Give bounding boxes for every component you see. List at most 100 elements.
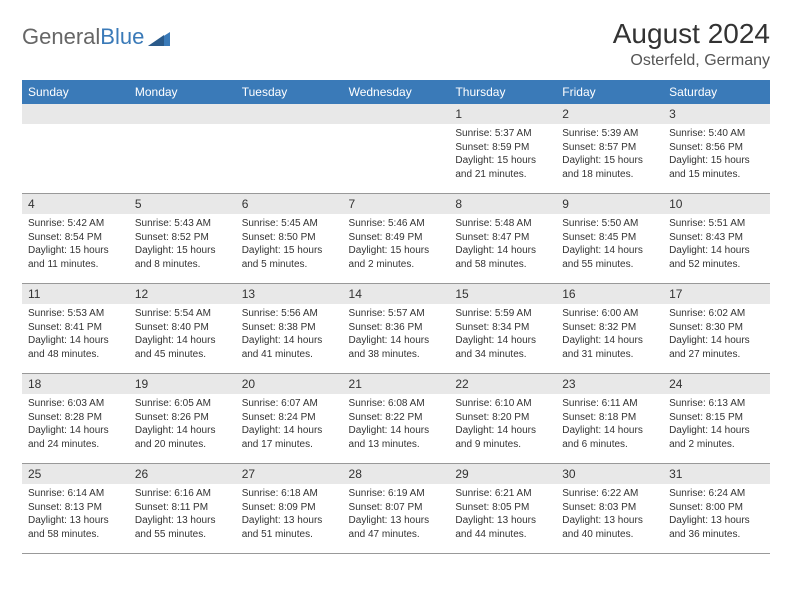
- calendar-grid: .... 1 Sunrise: 5:37 AMSunset: 8:59 PM Dayl…: [22, 104, 770, 554]
- weekday-thursday: Thursday: [449, 80, 556, 104]
- day-cell: 19Sunrise: 6:05 AMSunset: 8:26 PMDayligh…: [129, 374, 236, 464]
- sunrise-text: Sunrise: 5:48 AM: [455, 217, 550, 231]
- day-number: 6: [242, 197, 337, 211]
- sunset-text: Sunset: 8:26 PM: [135, 411, 230, 425]
- day-cell: 8Sunrise: 5:48 AMSunset: 8:47 PMDaylight…: [449, 194, 556, 284]
- sunset-text: Sunset: 8:38 PM: [242, 321, 337, 335]
- day-number: 24: [669, 377, 764, 391]
- empty-cell: .: [129, 104, 236, 194]
- day-number: 9: [562, 197, 657, 211]
- daylight-text: Daylight: 15 hours and 8 minutes.: [135, 244, 230, 271]
- day-cell: 2Sunrise: 5:39 AMSunset: 8:57 PMDaylight…: [556, 104, 663, 194]
- sunset-text: Sunset: 8:28 PM: [28, 411, 123, 425]
- sunset-text: Sunset: 8:49 PM: [349, 231, 444, 245]
- empty-cell: .: [22, 104, 129, 194]
- daylight-text: Daylight: 14 hours and 58 minutes.: [455, 244, 550, 271]
- sunset-text: Sunset: 8:52 PM: [135, 231, 230, 245]
- daylight-text: Daylight: 13 hours and 51 minutes.: [242, 514, 337, 541]
- sunset-text: Sunset: 8:59 PM: [455, 141, 550, 155]
- logo-text: GeneralBlue: [22, 24, 144, 50]
- sunset-text: Sunset: 8:09 PM: [242, 501, 337, 515]
- sunrise-text: Sunrise: 6:07 AM: [242, 397, 337, 411]
- daylight-text: Daylight: 14 hours and 48 minutes.: [28, 334, 123, 361]
- daylight-text: Daylight: 14 hours and 31 minutes.: [562, 334, 657, 361]
- sunrise-text: Sunrise: 6:14 AM: [28, 487, 123, 501]
- daylight-text: Daylight: 15 hours and 15 minutes.: [669, 154, 764, 181]
- sunset-text: Sunset: 8:32 PM: [562, 321, 657, 335]
- sunrise-text: Sunrise: 5:42 AM: [28, 217, 123, 231]
- sunset-text: Sunset: 8:05 PM: [455, 501, 550, 515]
- weekday-monday: Monday: [129, 80, 236, 104]
- sunrise-text: Sunrise: 6:16 AM: [135, 487, 230, 501]
- sunset-text: Sunset: 8:03 PM: [562, 501, 657, 515]
- sunset-text: Sunset: 8:34 PM: [455, 321, 550, 335]
- day-cell: 21Sunrise: 6:08 AMSunset: 8:22 PMDayligh…: [343, 374, 450, 464]
- day-cell: 18Sunrise: 6:03 AMSunset: 8:28 PMDayligh…: [22, 374, 129, 464]
- daylight-text: Daylight: 14 hours and 20 minutes.: [135, 424, 230, 451]
- sunset-text: Sunset: 8:54 PM: [28, 231, 123, 245]
- sunrise-text: Sunrise: 6:24 AM: [669, 487, 764, 501]
- sunset-text: Sunset: 8:22 PM: [349, 411, 444, 425]
- sunrise-text: Sunrise: 5:37 AM: [455, 127, 550, 141]
- daylight-text: Daylight: 14 hours and 9 minutes.: [455, 424, 550, 451]
- day-number: 15: [455, 287, 550, 301]
- weekday-wednesday: Wednesday: [343, 80, 450, 104]
- day-number: 7: [349, 197, 444, 211]
- sunset-text: Sunset: 8:30 PM: [669, 321, 764, 335]
- day-cell: 14Sunrise: 5:57 AMSunset: 8:36 PMDayligh…: [343, 284, 450, 374]
- sunrise-text: Sunrise: 6:18 AM: [242, 487, 337, 501]
- sunrise-text: Sunrise: 6:05 AM: [135, 397, 230, 411]
- sunset-text: Sunset: 8:20 PM: [455, 411, 550, 425]
- day-cell: 3Sunrise: 5:40 AMSunset: 8:56 PMDaylight…: [663, 104, 770, 194]
- day-cell: 6Sunrise: 5:45 AMSunset: 8:50 PMDaylight…: [236, 194, 343, 284]
- day-cell: 7Sunrise: 5:46 AMSunset: 8:49 PMDaylight…: [343, 194, 450, 284]
- sunrise-text: Sunrise: 6:10 AM: [455, 397, 550, 411]
- sunrise-text: Sunrise: 5:39 AM: [562, 127, 657, 141]
- day-cell: 23Sunrise: 6:11 AMSunset: 8:18 PMDayligh…: [556, 374, 663, 464]
- sunset-text: Sunset: 8:07 PM: [349, 501, 444, 515]
- sunset-text: Sunset: 8:56 PM: [669, 141, 764, 155]
- daylight-text: Daylight: 15 hours and 2 minutes.: [349, 244, 444, 271]
- day-number: 2: [562, 107, 657, 121]
- sunset-text: Sunset: 8:50 PM: [242, 231, 337, 245]
- empty-cell: .: [343, 104, 450, 194]
- weekday-saturday: Saturday: [663, 80, 770, 104]
- day-number: 13: [242, 287, 337, 301]
- day-number: 22: [455, 377, 550, 391]
- day-cell: 22 Sunrise: 6:10 AMSunset: 8:20 PMDayligh…: [449, 374, 556, 464]
- day-cell: 13Sunrise: 5:56 AMSunset: 8:38 PMDayligh…: [236, 284, 343, 374]
- sunrise-text: Sunrise: 5:54 AM: [135, 307, 230, 321]
- day-cell: 11Sunrise: 5:53 AMSunset: 8:41 PMDayligh…: [22, 284, 129, 374]
- daylight-text: Daylight: 14 hours and 13 minutes.: [349, 424, 444, 451]
- logo-triangle-icon: [148, 28, 170, 46]
- sunrise-text: Sunrise: 5:53 AM: [28, 307, 123, 321]
- sunrise-text: Sunrise: 6:08 AM: [349, 397, 444, 411]
- daylight-text: Daylight: 13 hours and 55 minutes.: [135, 514, 230, 541]
- logo: GeneralBlue: [22, 24, 170, 50]
- empty-cell: .: [236, 104, 343, 194]
- sunset-text: Sunset: 8:41 PM: [28, 321, 123, 335]
- day-number: 4: [28, 197, 123, 211]
- day-cell: 29Sunrise: 6:21 AMSunset: 8:05 PMDayligh…: [449, 464, 556, 554]
- sunrise-text: Sunrise: 5:50 AM: [562, 217, 657, 231]
- sunrise-text: Sunrise: 5:57 AM: [349, 307, 444, 321]
- day-cell: 4Sunrise: 5:42 AMSunset: 8:54 PMDaylight…: [22, 194, 129, 284]
- sunset-text: Sunset: 8:45 PM: [562, 231, 657, 245]
- day-cell: 5Sunrise: 5:43 AMSunset: 8:52 PMDaylight…: [129, 194, 236, 284]
- daylight-text: Daylight: 14 hours and 24 minutes.: [28, 424, 123, 451]
- day-number: 28: [349, 467, 444, 481]
- sunrise-text: Sunrise: 6:13 AM: [669, 397, 764, 411]
- page-subtitle: Osterfeld, Germany: [613, 52, 770, 70]
- sunrise-text: Sunrise: 6:02 AM: [669, 307, 764, 321]
- day-number: 12: [135, 287, 230, 301]
- daylight-text: Daylight: 14 hours and 6 minutes.: [562, 424, 657, 451]
- day-number: 18: [28, 377, 123, 391]
- day-cell: 31Sunrise: 6:24 AMSunset: 8:00 PMDayligh…: [663, 464, 770, 554]
- day-number: 1: [455, 107, 550, 121]
- sunrise-text: Sunrise: 5:56 AM: [242, 307, 337, 321]
- sunset-text: Sunset: 8:18 PM: [562, 411, 657, 425]
- sunrise-text: Sunrise: 5:59 AM: [455, 307, 550, 321]
- weekday-friday: Friday: [556, 80, 663, 104]
- day-cell: 25Sunrise: 6:14 AMSunset: 8:13 PMDayligh…: [22, 464, 129, 554]
- day-cell: 26Sunrise: 6:16 AMSunset: 8:11 PMDayligh…: [129, 464, 236, 554]
